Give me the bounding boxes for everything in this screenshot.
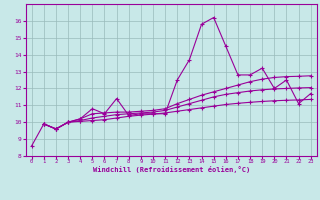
X-axis label: Windchill (Refroidissement éolien,°C): Windchill (Refroidissement éolien,°C) — [92, 166, 250, 173]
